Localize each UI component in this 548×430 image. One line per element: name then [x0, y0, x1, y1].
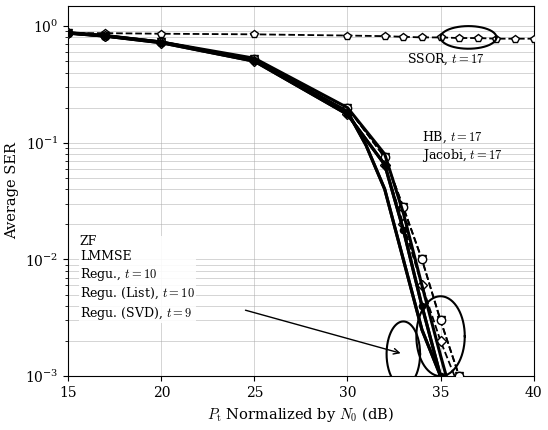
Text: GS, $t = 17$: GS, $t = 17$ [0, 429, 1, 430]
Text: SSOR, $t = 17$: SSOR, $t = 17$ [407, 52, 485, 68]
X-axis label: $P_{\mathrm{t}}$ Normalized by $N_0$ (dB): $P_{\mathrm{t}}$ Normalized by $N_0$ (dB… [208, 405, 395, 424]
Y-axis label: Average SER: Average SER [5, 142, 20, 240]
Text: HB, $t = 17$
Jacobi, $t = 17$: HB, $t = 17$ Jacobi, $t = 17$ [422, 129, 503, 164]
Text: ZF
LMMSE
Regu., $t = 10$
Regu. (List), $t = 10$
Regu. (SVD), $t = 9$: ZF LMMSE Regu., $t = 10$ Regu. (List), $… [80, 235, 195, 322]
